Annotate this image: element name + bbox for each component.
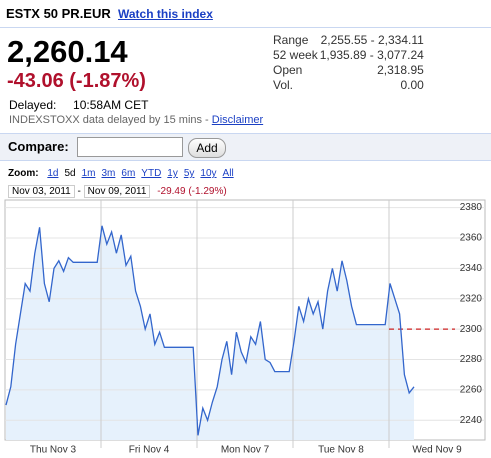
start-date[interactable]: Nov 03, 2011 [8,185,75,198]
stat-label: Range [273,33,309,47]
x-tick-label: Wed Nov 9 [412,445,462,456]
zoom-option[interactable]: YTD [141,168,162,179]
compare-label: Compare: [8,139,69,154]
zoom-option[interactable]: 3m [101,168,116,179]
y-tick-label: 2300 [460,324,483,335]
y-tick-label: 2380 [460,202,483,213]
disclaimer-link[interactable]: Disclaimer [211,114,264,126]
zoom-option[interactable]: All [222,168,234,179]
zoom-option[interactable]: 5y [183,168,195,179]
stats-row: Vol. 0.00 [273,78,424,93]
y-tick-label: 2240 [460,415,483,426]
zoom-option[interactable]: 1d [47,168,59,179]
zoom-option[interactable]: 10y [200,168,217,179]
delayed-time: 10:58AM CET [73,98,149,112]
x-tick-label: Mon Nov 7 [221,445,270,456]
y-tick-label: 2260 [460,385,483,396]
zoom-option[interactable]: 6m [121,168,136,179]
stat-label: 52 week [273,48,318,62]
x-tick-label: Fri Nov 4 [129,445,170,456]
y-tick-label: 2280 [460,354,483,365]
add-button[interactable]: Add [188,138,226,158]
y-tick-label: 2360 [460,233,483,244]
x-tick-label: Tue Nov 8 [318,445,364,456]
zoom-option[interactable]: 1m [81,168,96,179]
stats-row: Range 2,255.55 - 2,334.11 [273,33,424,48]
price: 2,260.14 [7,34,128,69]
divider [0,27,491,28]
area [6,225,414,440]
price-line [5,225,415,436]
zoom-option[interactable]: 5d [64,168,76,179]
zoom-bar: Zoom: 1d 5d 1m 3m 6m YTD 1y 5y 10y All [8,168,240,179]
zoom-option[interactable]: 1y [167,168,178,179]
note-text: INDEXSTOXX data delayed by 15 mins - [9,114,209,126]
compare-input[interactable] [77,137,183,157]
index-title: ESTX 50 PR.EUR [6,6,111,21]
stat-value: 2,318.95 [377,63,424,77]
change: -43.06 (-1.87%) [7,70,146,92]
y-tick-label: 2340 [460,263,483,274]
zoom-label: Zoom: [8,168,39,179]
date-range: Nov 03, 2011 - Nov 09, 2011 -29.49 (-1.2… [8,185,227,198]
data-note: INDEXSTOXX data delayed by 15 mins - Dis… [9,114,263,126]
end-date[interactable]: Nov 09, 2011 [83,185,151,198]
delayed-label: Delayed: [9,98,57,112]
stat-label: Vol. [273,78,294,92]
stat-value: 0.00 [400,78,424,92]
x-tick-label: Thu Nov 3 [30,445,77,456]
watch-link[interactable]: Watch this index [118,7,213,21]
stats-row: 52 week 1,935.89 - 3,077.24 [273,48,424,63]
range-separator: - [77,186,81,197]
delayed: Delayed: 10:58AM CET [9,98,148,112]
stat-value: 1,935.89 - 3,077.24 [319,48,424,62]
stat-label: Open [273,63,303,77]
stat-value: 2,255.55 - 2,334.11 [320,33,424,47]
y-tick-label: 2320 [460,293,483,304]
header: ESTX 50 PR.EUR Watch this index [6,6,213,21]
stats-row: Open 2,318.95 [273,63,424,78]
stats-table: Range 2,255.55 - 2,334.11 52 week 1,935.89 … [273,33,424,93]
range-change: -29.49 (-1.29%) [157,186,227,197]
